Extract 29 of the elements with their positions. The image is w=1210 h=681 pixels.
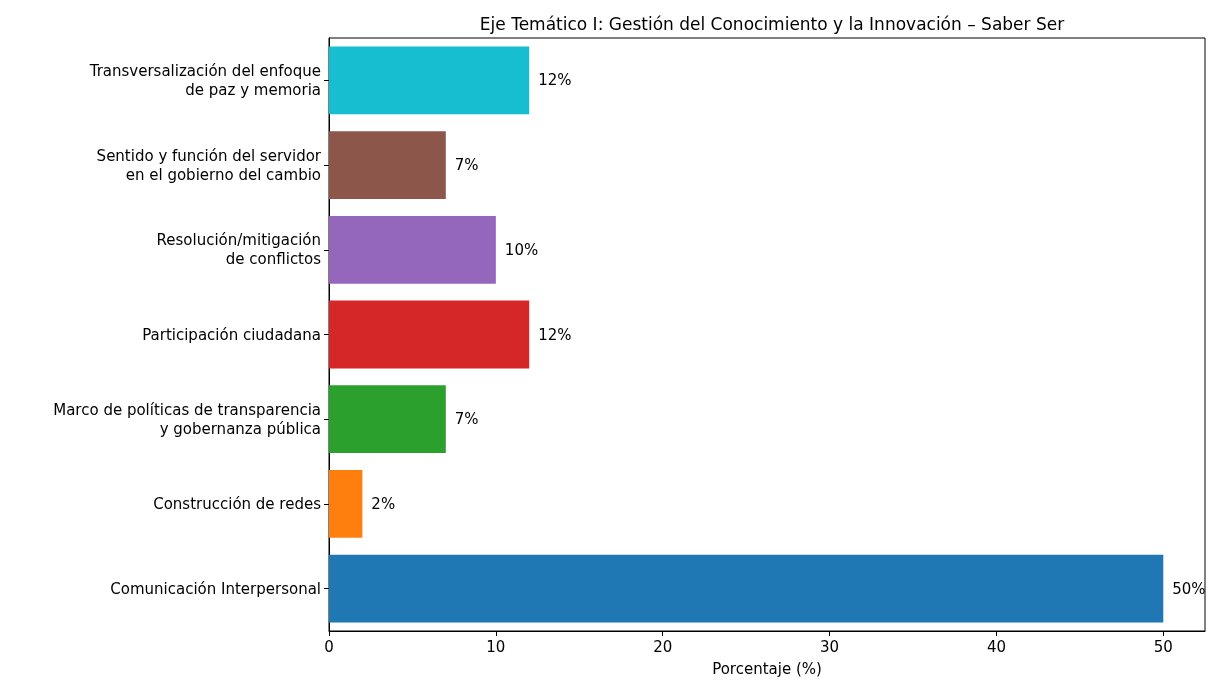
- y-tick-label: Marco de políticas de transparencia y gobernanza pública: [53, 400, 321, 438]
- data-label: 10%: [504, 240, 539, 259]
- data-label: 7%: [454, 156, 479, 175]
- y-tick-label: Transversalización del enfoque de paz y memoria: [88, 61, 321, 99]
- bar: [329, 554, 1164, 623]
- x-tick-label: 20: [653, 637, 673, 656]
- x-tick-label: 0: [324, 637, 334, 656]
- bar: [329, 300, 530, 369]
- y-tick-label: Resolución/mitigación de conflictos: [156, 231, 322, 269]
- chart-title: Eje Temático I: Gestión del Conocimiento y la Innovación – Saber Ser: [479, 13, 1065, 34]
- y-tick-label: Construcción de redes: [153, 494, 322, 513]
- bar: [329, 46, 530, 115]
- bar: [329, 470, 363, 538]
- x-axis-title: Porcentaje (%): [712, 659, 822, 678]
- y-tick-label: Participación ciudadana: [142, 325, 321, 344]
- x-tick-label: 50: [1153, 637, 1173, 656]
- x-tick-label: 30: [820, 637, 840, 656]
- x-tick-label: 40: [986, 637, 1006, 656]
- bar: [329, 131, 446, 199]
- x-tick-label: 10: [486, 637, 506, 656]
- data-label: 7%: [454, 410, 479, 429]
- data-label: 2%: [371, 494, 396, 513]
- data-label: 12%: [538, 71, 572, 90]
- bar: [329, 385, 446, 454]
- y-tick-label: Sentido y función del servidor en el gobierno del cambio: [96, 146, 322, 184]
- y-tick-label: Comunicación Interpersonal: [110, 579, 321, 598]
- data-label: 12%: [538, 325, 572, 344]
- bar: [329, 215, 496, 284]
- data-label: 50%: [1172, 579, 1206, 598]
